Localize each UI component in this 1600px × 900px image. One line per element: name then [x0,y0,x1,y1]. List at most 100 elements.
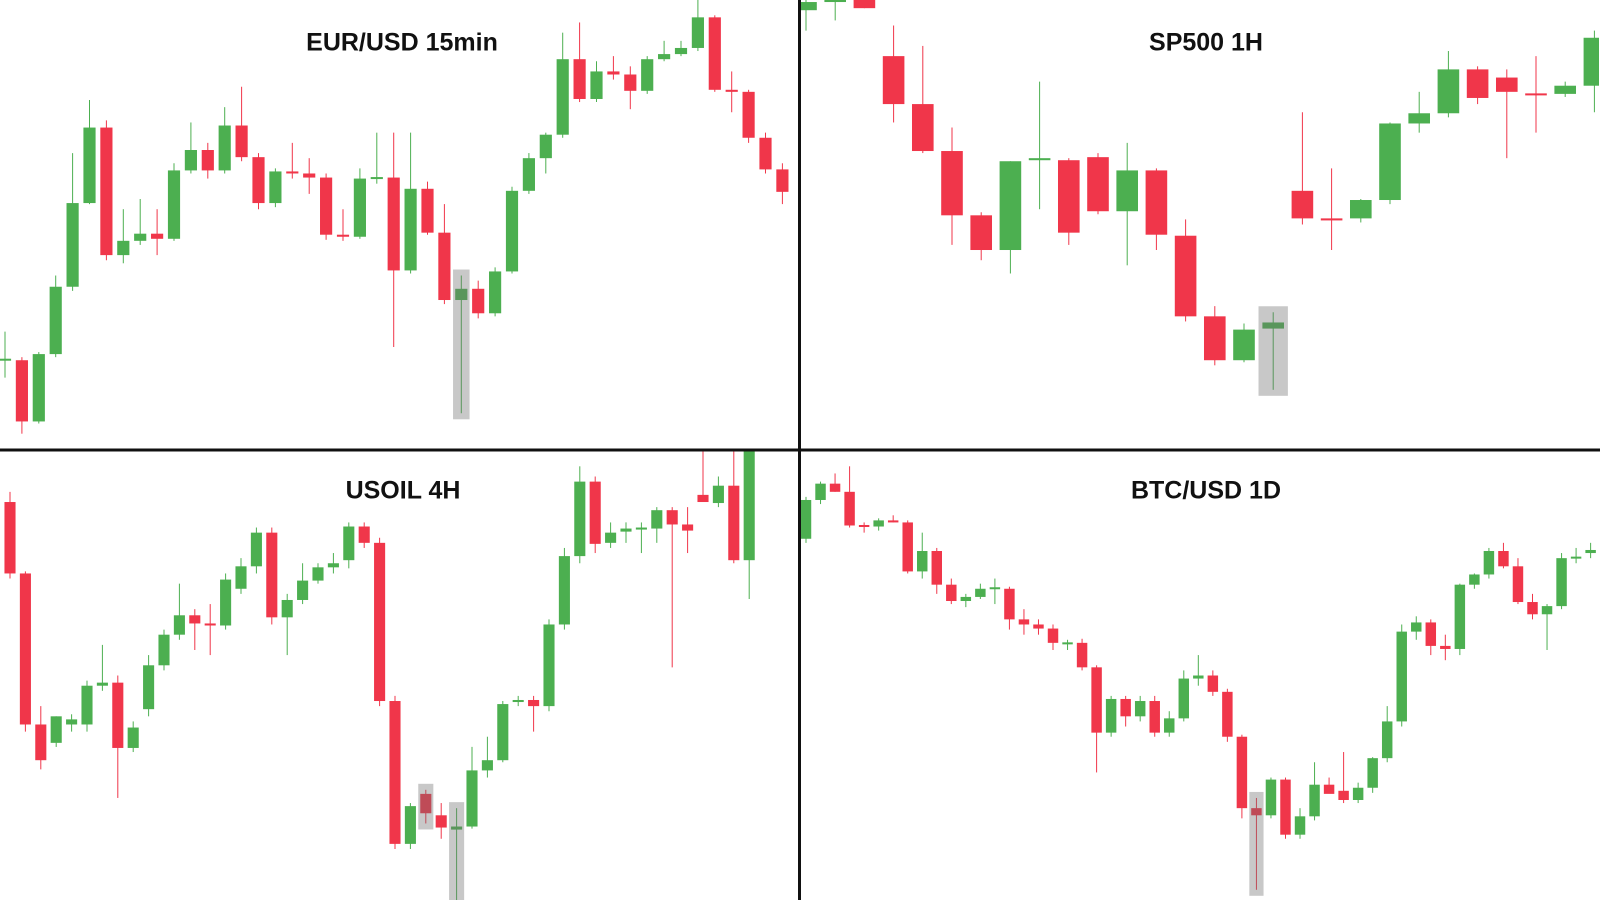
candle-body [1541,606,1553,615]
candle-body [19,573,31,725]
candle-body [1396,631,1407,722]
candle-body [911,104,934,152]
highlight-box [418,783,434,830]
candle-body [0,358,12,361]
candle-body [844,491,855,526]
candle-body [404,806,416,844]
candle-body [143,665,155,710]
candle-body [451,826,463,830]
candle-body [1174,235,1197,317]
candle-body [824,0,847,3]
candle-body [882,56,905,105]
candle-body [800,499,812,539]
candle-body [674,47,688,55]
candle-body [512,699,524,703]
candle-body [81,685,93,725]
candle-body [66,719,78,725]
candle-body [218,125,231,171]
candle-body [539,134,552,159]
candle-body [1349,200,1372,219]
candle-body [1570,556,1582,559]
panel-title: SP500 1H [1149,29,1263,57]
candle-body [1062,642,1073,645]
candle-body [573,59,586,99]
candle-body [1203,316,1226,361]
panel-title: EUR/USD 15min [306,29,498,57]
candle-body [134,233,147,241]
candle-body [1047,628,1059,643]
candle-body [1527,602,1538,615]
candle-body [1105,698,1117,733]
candle-body [49,286,62,355]
candle-body [960,596,972,602]
candle-body [1483,551,1495,575]
plot-area [0,0,789,434]
candle-body [829,483,841,492]
candle-body [50,716,62,743]
candle-body [1294,816,1306,835]
candle-body [1352,787,1364,800]
candle-body [725,89,738,92]
highlight-box [453,269,470,420]
candle-body [1057,160,1080,233]
candle-body [1262,322,1285,329]
candle-body [1320,218,1343,221]
candle-body [117,240,130,256]
panel-title: BTC/USD 1D [1131,477,1281,505]
candle-body [1033,624,1044,629]
candle-body [528,699,540,707]
candle-body [252,157,265,204]
candle-body [387,177,400,271]
candle-body [1495,77,1518,92]
candle-body [204,623,216,626]
candle-body [320,177,333,235]
candle-body [35,724,47,761]
candle-body [455,288,468,301]
candle-body [472,288,485,314]
candle-body [589,481,601,544]
candle-body [1233,329,1255,361]
candle-body [1087,157,1109,212]
candle-body [651,510,663,529]
candle-body [438,232,451,301]
candle-body [127,727,139,748]
candle-body [1466,69,1489,98]
plot-area [800,0,1599,396]
candle-body [1367,758,1378,788]
candle-body [505,190,519,272]
candle-body [712,485,724,504]
candle-body [151,233,164,239]
candle-body [235,566,247,589]
plot-area [800,466,1596,896]
candle-body [1164,718,1175,733]
candle-body [250,532,262,567]
candle-body [728,485,740,561]
candle-body [404,188,417,271]
candle-body [697,494,709,503]
candle-body [1583,37,1599,86]
candle-body [1178,678,1190,719]
candle-body [286,171,299,174]
candle-body [374,542,386,702]
candle-body [100,127,113,256]
candle-body [173,615,185,635]
panel: BTC/USD 1D [800,466,1596,896]
candle-body [466,770,478,827]
candle-body [1556,558,1567,607]
candle-body [1134,701,1146,717]
candle-body [543,624,555,707]
candle-body [1291,190,1314,219]
candle-body [1469,574,1480,585]
candle-body [1120,698,1131,717]
candle-body [1525,93,1547,96]
candle-body [1145,170,1168,235]
candle-body [1454,584,1466,649]
candle-body [353,178,366,237]
candle-body [742,91,755,138]
candle-body [574,481,586,557]
candle-body [281,599,293,618]
candle-body [917,551,928,572]
candle-body [1512,566,1524,603]
candle-body [759,137,772,170]
